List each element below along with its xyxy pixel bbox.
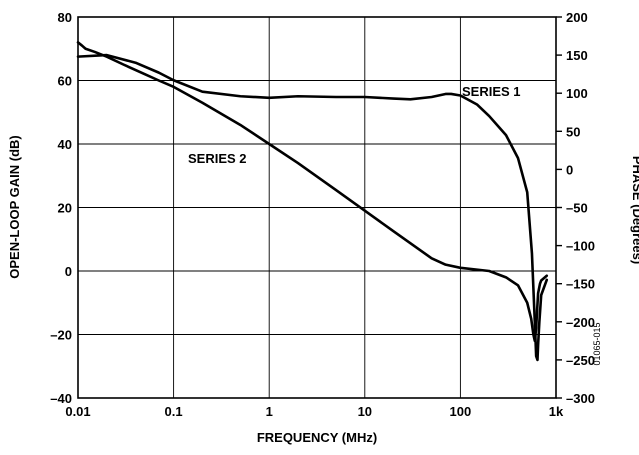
x-tick-label: 1k [549, 404, 564, 419]
y-tick-label: 20 [58, 201, 72, 216]
x-tick-label: 100 [450, 404, 472, 419]
y2-tick-label: 100 [566, 86, 588, 101]
y-tick-label: 60 [58, 74, 72, 89]
y2-tick-label: –100 [566, 239, 595, 254]
y-axis-title: OPEN-LOOP GAIN (dB) [7, 135, 22, 278]
y2-tick-label: –200 [566, 315, 595, 330]
y-tick-label: 80 [58, 10, 72, 25]
x-tick-label: 1 [266, 404, 273, 419]
y2-tick-label: –300 [566, 391, 595, 406]
series-2-label: SERIES 2 [188, 151, 247, 166]
grid-layer [78, 17, 556, 398]
y2-axis-title: PHASE (Degrees) [630, 156, 639, 264]
y2-tick-label: –250 [566, 353, 595, 368]
tick-layer: 0.01 0.1 1 10 100 1k806040200–20–402001501005… [50, 10, 595, 419]
y-tick-label: 0 [65, 264, 72, 279]
curve-layer [76, 41, 549, 362]
series-1-label: SERIES 1 [462, 84, 521, 99]
y-tick-label: –20 [50, 328, 72, 343]
y2-tick-label: –50 [566, 201, 588, 216]
y2-tick-label: –150 [566, 277, 595, 292]
series-2-line [76, 41, 549, 343]
y2-tick-label: 0 [566, 162, 573, 177]
y2-tick-label: 50 [566, 124, 580, 139]
x-tick-label: 10 [358, 404, 372, 419]
figure-code: 01065-015 [592, 322, 602, 365]
y2-tick-label: 200 [566, 10, 588, 25]
y2-tick-label: 150 [566, 48, 588, 63]
series-1-line [76, 53, 549, 362]
y-tick-label: –40 [50, 391, 72, 406]
x-axis-title: FREQUENCY (MHz) [257, 430, 377, 445]
x-tick-label: 0.01 [65, 404, 90, 419]
x-tick-label: 0.1 [165, 404, 183, 419]
y-tick-label: 40 [58, 137, 72, 152]
